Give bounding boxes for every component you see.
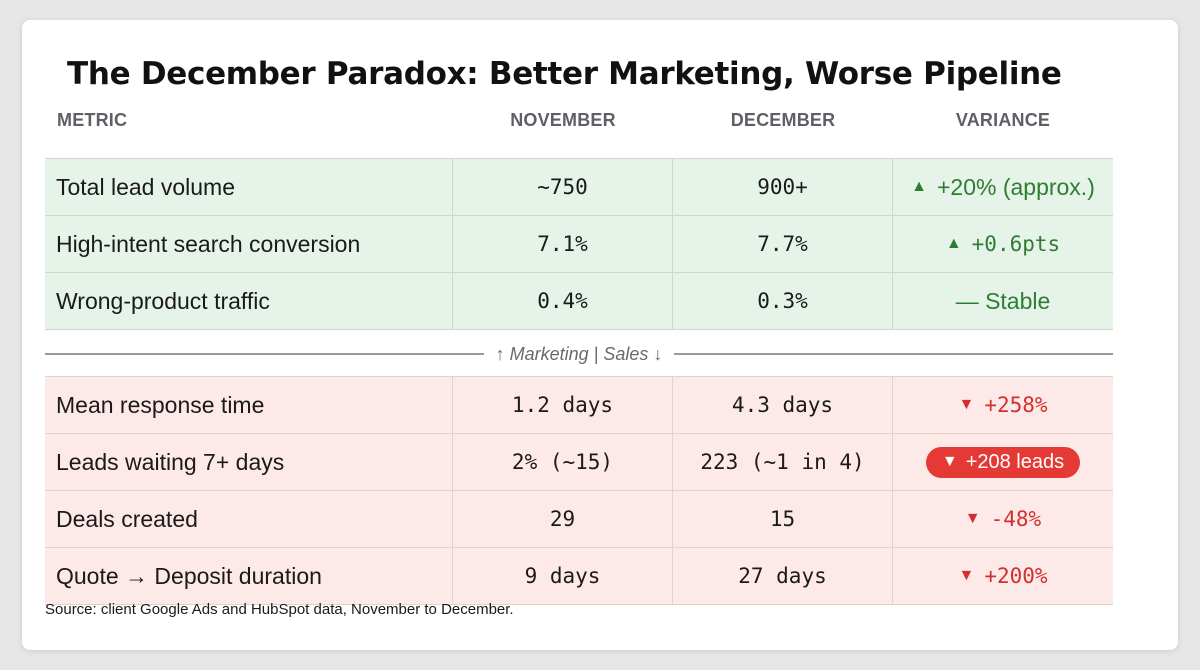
triangle-down-icon: ▼ (958, 396, 975, 413)
triangle-up-icon: ▲ (911, 178, 927, 195)
metric-cell: Leads waiting 7+ days (45, 434, 453, 491)
november-cell: ~750 (453, 159, 673, 216)
variance-cell: ▲ +20% (approx.) (893, 159, 1113, 216)
metric-cell: Mean response time (45, 377, 453, 434)
triangle-down-icon: ▼ (958, 567, 975, 584)
triangle-down-icon: ▼ (941, 453, 958, 470)
triangle-down-icon: ▼ (964, 510, 981, 527)
divider-label: ↑ Marketing | Sales ↓ (495, 343, 663, 364)
column-header-variance: VARIANCE (955, 109, 1051, 130)
variance-value: +208 leads (965, 450, 1065, 473)
triangle-up-icon: ▲ (945, 235, 962, 252)
december-cell: 27 days (673, 548, 893, 605)
november-cell: 29 (453, 491, 673, 548)
november-cell: 9 days (453, 548, 673, 605)
column-header-november: NOVEMBER (510, 109, 616, 130)
variance-value: +200% (984, 564, 1048, 588)
column-header-metric: METRIC (57, 109, 128, 130)
december-cell: 900+ (673, 159, 893, 216)
metric-cell: Total lead volume (45, 159, 453, 216)
variance-value: -48% (990, 507, 1042, 531)
metric-cell: Quote → Deposit duration (45, 548, 453, 605)
variance-value: +258% (984, 393, 1048, 417)
marketing-section: Total lead volume ~750 900+ ▲ +20% (appr… (45, 158, 1113, 330)
november-cell: 1.2 days (453, 377, 673, 434)
table-header: METRIC NOVEMBER DECEMBER VARIANCE (45, 102, 1113, 138)
december-cell: 15 (673, 491, 893, 548)
variance-cell: ▼ +200% (893, 548, 1113, 605)
divider-line-right (674, 353, 1113, 355)
metric-cell: Wrong-product traffic (45, 273, 453, 330)
december-cell: 4.3 days (673, 377, 893, 434)
variance-value: +0.6pts (971, 232, 1061, 256)
december-cell: 223 (~1 in 4) (673, 434, 893, 491)
variance-badge: ▼ +208 leads (925, 446, 1081, 478)
november-cell: 0.4% (453, 273, 673, 330)
variance-value: +20% (approx.) (936, 173, 1095, 200)
column-header-december: DECEMBER (730, 109, 836, 130)
november-cell: 7.1% (453, 216, 673, 273)
december-cell: 7.7% (673, 216, 893, 273)
variance-value: — Stable (955, 287, 1051, 314)
sales-section: Mean response time 1.2 days 4.3 days ▼ +… (45, 376, 1113, 605)
source-note: Source: client Google Ads and HubSpot da… (45, 601, 514, 618)
metric-cell: High-intent search conversion (45, 216, 453, 273)
page-title: The December Paradox: Better Marketing, … (67, 56, 1062, 92)
december-cell: 0.3% (673, 273, 893, 330)
november-cell: 2% (~15) (453, 434, 673, 491)
variance-cell: ▲ +0.6pts (893, 216, 1113, 273)
variance-cell: — Stable (893, 273, 1113, 330)
variance-cell: ▼ +208 leads (893, 434, 1113, 491)
variance-cell: ▼ -48% (893, 491, 1113, 548)
divider-line-left (45, 353, 484, 355)
variance-cell: ▼ +258% (893, 377, 1113, 434)
section-divider: ↑ Marketing | Sales ↓ (45, 342, 1113, 366)
metric-cell: Deals created (45, 491, 453, 548)
